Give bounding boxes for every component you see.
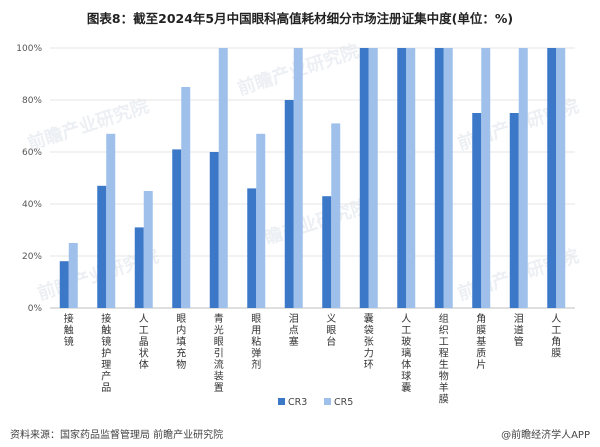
category-label: 泪道管	[514, 312, 524, 348]
bar-cr3	[172, 149, 182, 308]
category-label: 泪点塞	[289, 312, 299, 348]
y-axis-ticks: 0% 20% 40% 60% 80% 100%	[16, 44, 42, 314]
legend-swatch-cr5	[324, 398, 331, 405]
bar-cr3	[547, 48, 557, 308]
source-note: 资料来源：国家药品监督管理局 前瞻产业研究院	[10, 430, 224, 441]
category-label: 青光眼引流装置	[214, 312, 224, 394]
category-label: 人工玻璃体球囊	[401, 313, 411, 394]
bar-cr5	[368, 48, 378, 308]
bar-cr5	[443, 48, 453, 308]
chart-title: 图表8：截至2024年5月中国眼科高值耗材细分市场注册证集中度(单位：%)	[86, 11, 514, 26]
category-label: 义眼台	[326, 313, 336, 348]
bar-cr3	[509, 113, 519, 308]
bar-cr5	[481, 48, 491, 308]
bar-cr3	[359, 48, 369, 308]
y-tick-label: 40%	[22, 200, 42, 210]
bar-cr5	[106, 133, 116, 308]
bar-cr3	[247, 188, 257, 308]
legend-label-cr5: CR5	[334, 397, 353, 408]
category-label: 人工晶状体	[139, 313, 149, 371]
bar-cr5	[143, 191, 153, 308]
brand-credit: @前瞻经济学人APP	[501, 430, 590, 441]
bar-cr5	[406, 48, 416, 308]
y-tick-label: 60%	[22, 148, 42, 158]
y-tick-label: 20%	[22, 252, 42, 262]
category-label: 组织工程生物羊膜	[439, 312, 449, 406]
bar-cr5	[293, 48, 303, 308]
legend-swatch-cr3	[278, 398, 285, 405]
legend-label-cr3: CR3	[288, 397, 307, 408]
bar-cr3	[284, 100, 294, 308]
category-label: 接触镜	[64, 312, 74, 348]
category-label: 眼内填充物	[176, 313, 186, 371]
category-label: 人工角膜	[551, 313, 561, 360]
watermark-text: 前瞻产业研究院	[25, 95, 152, 155]
bar-cr5	[256, 133, 266, 308]
bar-cr5	[181, 87, 191, 308]
bar-cr3	[322, 196, 332, 308]
category-label: 囊袋张力环	[364, 312, 374, 371]
category-label: 眼用粘弹剂	[251, 313, 261, 371]
bar-cr3	[434, 48, 444, 308]
x-axis-labels: 接触镜 接触镜护理产品 人工晶状体 眼内填充物 青光眼引流装置 眼用粘弹剂 泪点塞 义眼台 囊袋…	[64, 312, 562, 406]
y-tick-label: 80%	[22, 96, 42, 106]
bar-cr3	[59, 261, 69, 308]
bar-cr3	[397, 48, 407, 308]
bar-cr5	[218, 48, 228, 308]
bar-cr5	[518, 48, 528, 308]
category-label: 接触镜护理产品	[101, 312, 111, 394]
bars	[59, 48, 566, 309]
bar-cr5	[556, 48, 566, 308]
bar-cr3	[134, 227, 144, 308]
y-tick-label: 100%	[16, 44, 42, 54]
legend: CR3 CR5	[278, 397, 353, 408]
bar-cr3	[209, 152, 219, 308]
bar-cr3	[472, 113, 482, 308]
category-label: 角膜基质片	[476, 313, 486, 371]
bar-cr3	[97, 185, 107, 308]
bar-cr5	[331, 123, 341, 309]
bar-cr5	[68, 243, 78, 308]
y-tick-label: 0%	[28, 304, 43, 314]
